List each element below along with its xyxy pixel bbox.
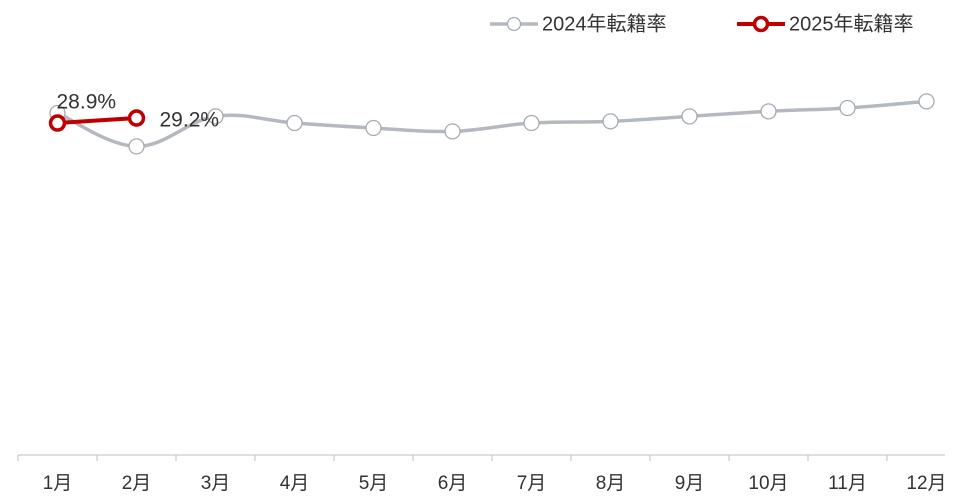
data-point [127, 109, 146, 127]
x-tick-label: 12月 [906, 473, 946, 494]
x-tick-label: 8月 [596, 473, 626, 494]
x-tick-label: 6月 [438, 473, 468, 494]
x-tick-label: 5月 [359, 473, 389, 494]
data-label: 28.9% [57, 91, 117, 114]
data-point [918, 93, 935, 110]
data-point [207, 108, 224, 125]
data-point [839, 99, 856, 117]
x-tick-label: 2月 [122, 473, 152, 494]
data-point [365, 119, 382, 137]
legend-item: 2024年転籍率 [490, 12, 667, 35]
legend-marker [752, 15, 770, 33]
x-tick-label: 4月 [280, 473, 310, 494]
data-point [286, 114, 303, 132]
x-tick-label: 3月 [201, 473, 231, 494]
x-tick-label: 7月 [517, 473, 547, 494]
data-point [444, 123, 461, 140]
data-point [681, 108, 698, 125]
x-tick-label: 11月 [828, 473, 867, 494]
data-point [523, 114, 540, 132]
x-tick-label: 9月 [675, 473, 705, 494]
x-tick-label: 10月 [748, 473, 788, 494]
data-point [128, 138, 145, 155]
data-point [602, 113, 619, 130]
legend-label: 2024年転籍率 [542, 12, 667, 35]
data-point [48, 114, 67, 132]
data-point [760, 103, 777, 120]
legend-label: 2025年転籍率 [789, 12, 914, 35]
legend-marker [506, 16, 522, 32]
data-label: 29.2% [160, 109, 220, 132]
x-tick-label: 1月 [43, 473, 73, 494]
legend-item: 2025年転籍率 [737, 12, 914, 35]
